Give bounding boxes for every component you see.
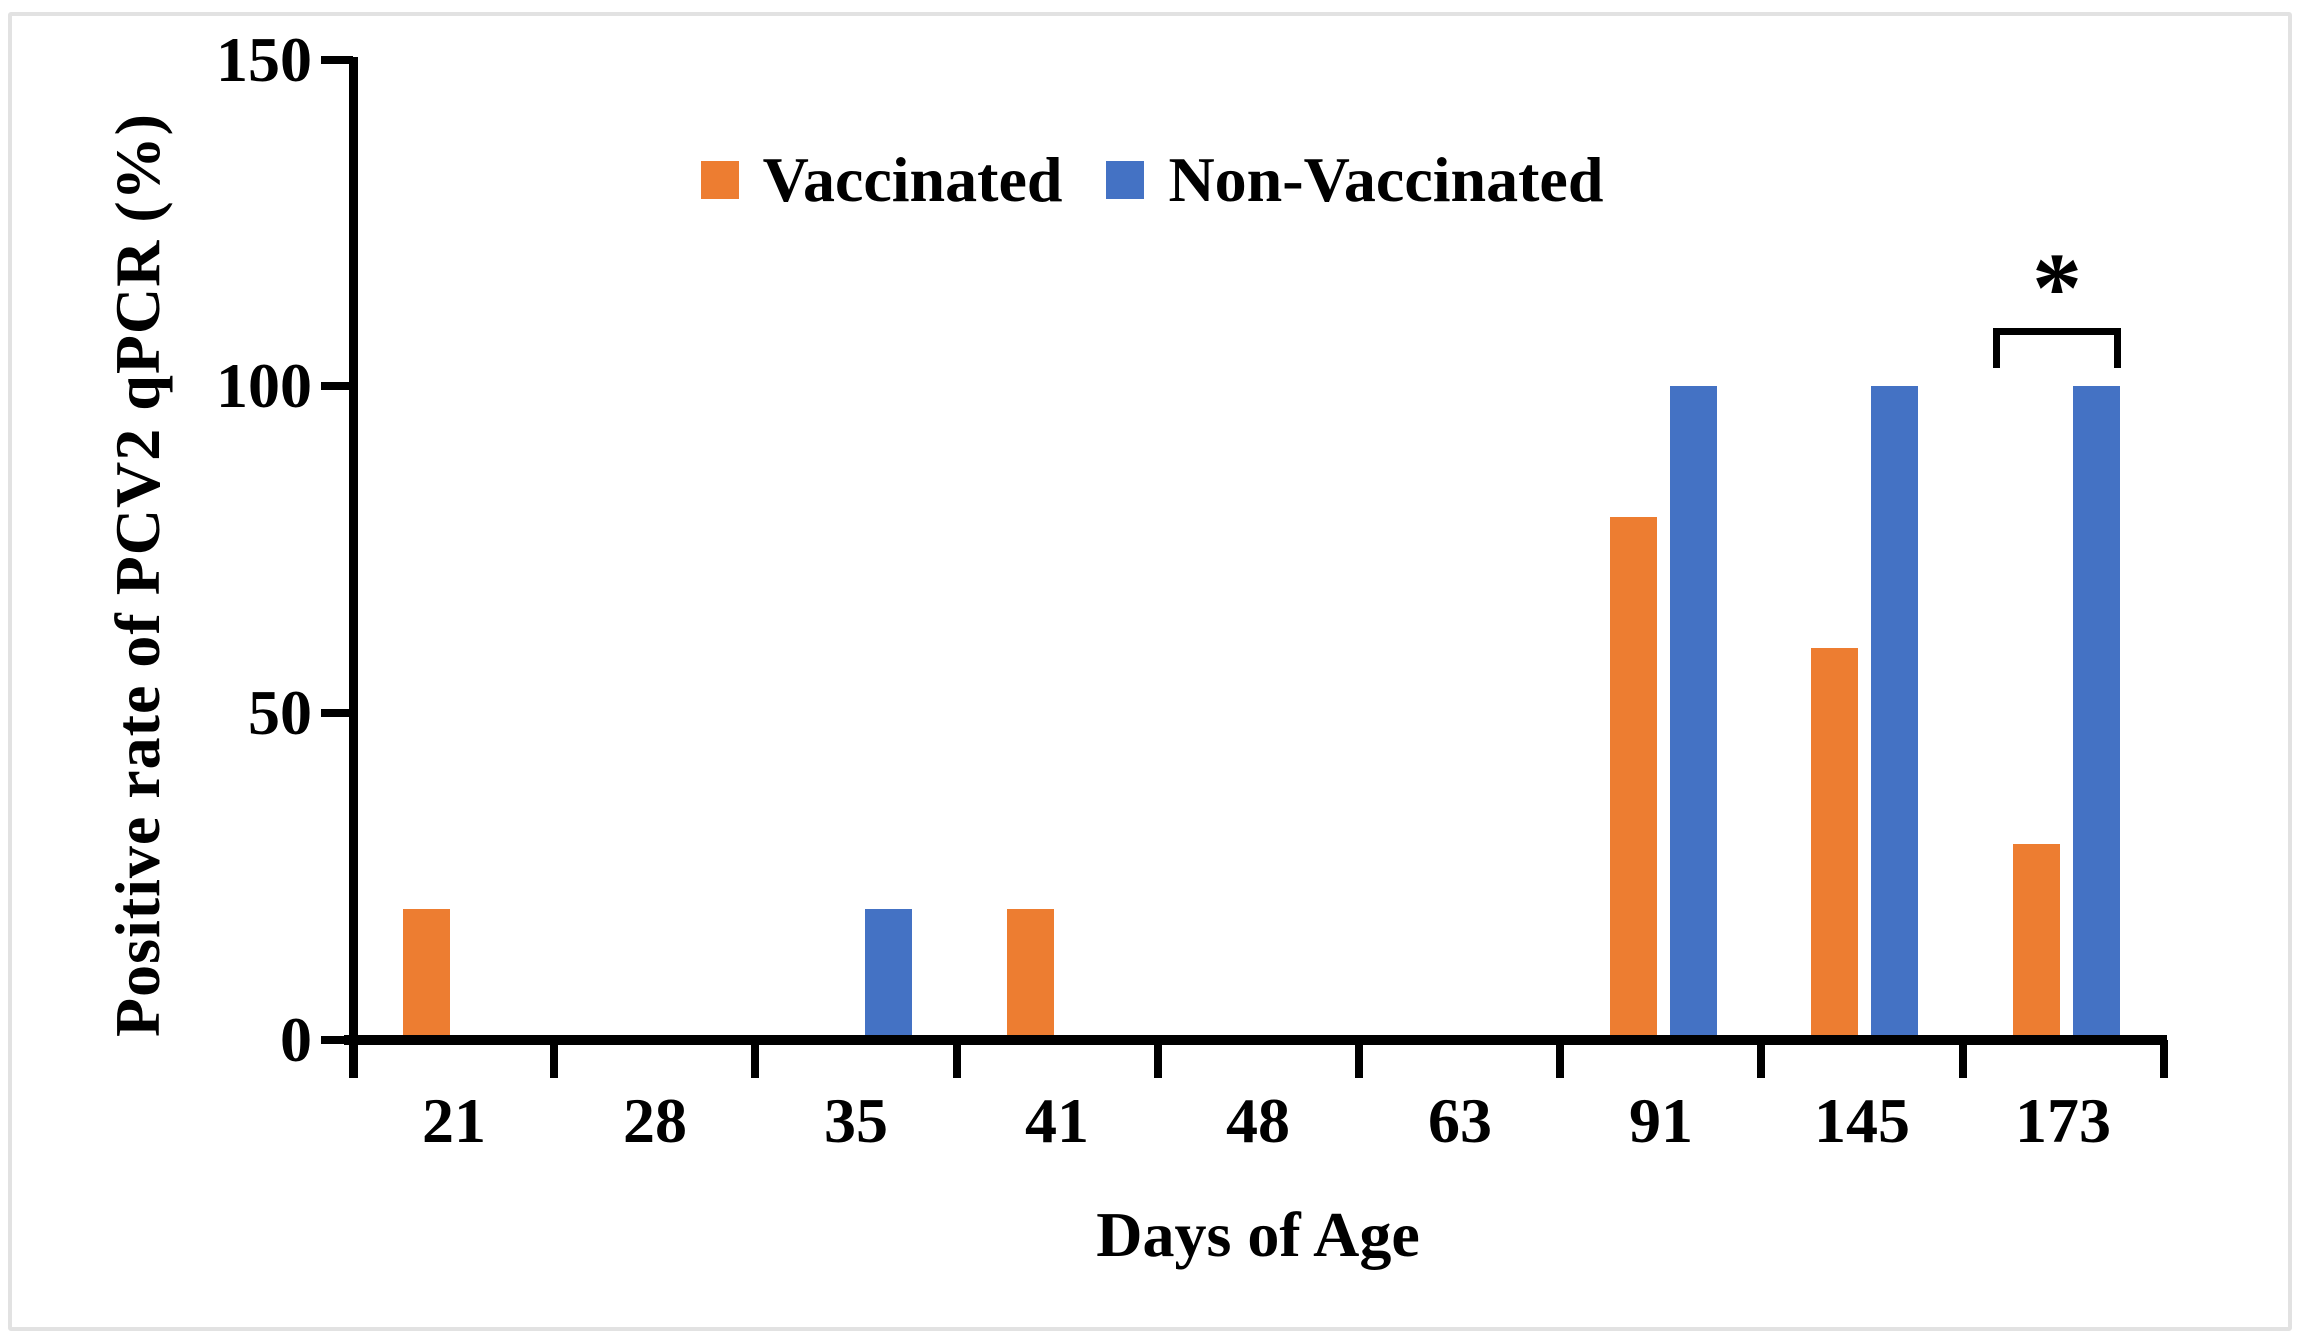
x-tick-label-35: 35 xyxy=(824,1085,888,1156)
bar-non-vaccinated-91 xyxy=(1670,386,1717,1043)
x-tick-label-48: 48 xyxy=(1226,1085,1290,1156)
y-axis-line xyxy=(349,57,358,1078)
x-tick xyxy=(1757,1040,1765,1078)
x-tick xyxy=(1154,1040,1162,1078)
y-tick-label: 50 xyxy=(248,677,312,748)
y-tick-label: 150 xyxy=(216,24,312,95)
x-tick-label-28: 28 xyxy=(623,1085,687,1156)
bar-vaccinated-41 xyxy=(1007,909,1054,1043)
legend-swatch-vaccinated-icon xyxy=(700,161,739,199)
x-tick xyxy=(751,1040,759,1078)
bar-vaccinated-91 xyxy=(1610,517,1657,1043)
x-tick-label-21: 21 xyxy=(422,1085,486,1156)
significance-bracket xyxy=(1993,328,2121,335)
bar-vaccinated-21 xyxy=(403,909,450,1043)
bar-non-vaccinated-145 xyxy=(1871,386,1918,1043)
x-tick-label-145: 145 xyxy=(1814,1085,1910,1156)
bar-vaccinated-145 xyxy=(1811,648,1858,1043)
x-tick xyxy=(2160,1040,2168,1078)
x-tick xyxy=(953,1040,961,1078)
x-tick xyxy=(550,1040,558,1078)
y-tick xyxy=(321,382,353,390)
x-tick xyxy=(1556,1040,1564,1078)
x-tick-label-173: 173 xyxy=(2015,1085,2111,1156)
x-tick xyxy=(1355,1040,1363,1078)
bar-non-vaccinated-35 xyxy=(865,909,912,1043)
significance-asterisk: * xyxy=(2032,232,2082,343)
x-tick-label-91: 91 xyxy=(1629,1085,1693,1156)
bar-non-vaccinated-173 xyxy=(2073,386,2120,1043)
y-tick xyxy=(321,56,353,64)
y-tick xyxy=(321,1036,353,1044)
x-axis-line xyxy=(344,1035,2167,1045)
legend-label-vaccinated: Vaccinated xyxy=(762,144,1063,215)
significance-bracket-left-leg xyxy=(1993,328,2000,368)
y-axis-title: Positive rate of PCV2 qPCR (%) xyxy=(102,113,173,1037)
y-tick-label: 100 xyxy=(216,350,312,421)
significance-bracket-right-leg xyxy=(2114,328,2121,368)
x-tick xyxy=(1959,1040,1967,1078)
x-axis-title: Days of Age xyxy=(1096,1199,1420,1270)
x-tick-label-63: 63 xyxy=(1428,1085,1492,1156)
legend-label-non-vaccinated: Non-Vaccinated xyxy=(1168,144,1604,215)
bar-vaccinated-173 xyxy=(2013,844,2060,1043)
legend-item-non-vaccinated: Non-Vaccinated xyxy=(1106,143,1603,217)
x-tick-label-41: 41 xyxy=(1025,1085,1089,1156)
legend: Vaccinated Non-Vaccinated xyxy=(0,143,2304,217)
legend-swatch-non-vaccinated-icon xyxy=(1106,161,1145,199)
y-tick-label: 0 xyxy=(280,1004,312,1075)
y-tick xyxy=(321,709,353,717)
legend-item-vaccinated: Vaccinated xyxy=(700,143,1063,217)
